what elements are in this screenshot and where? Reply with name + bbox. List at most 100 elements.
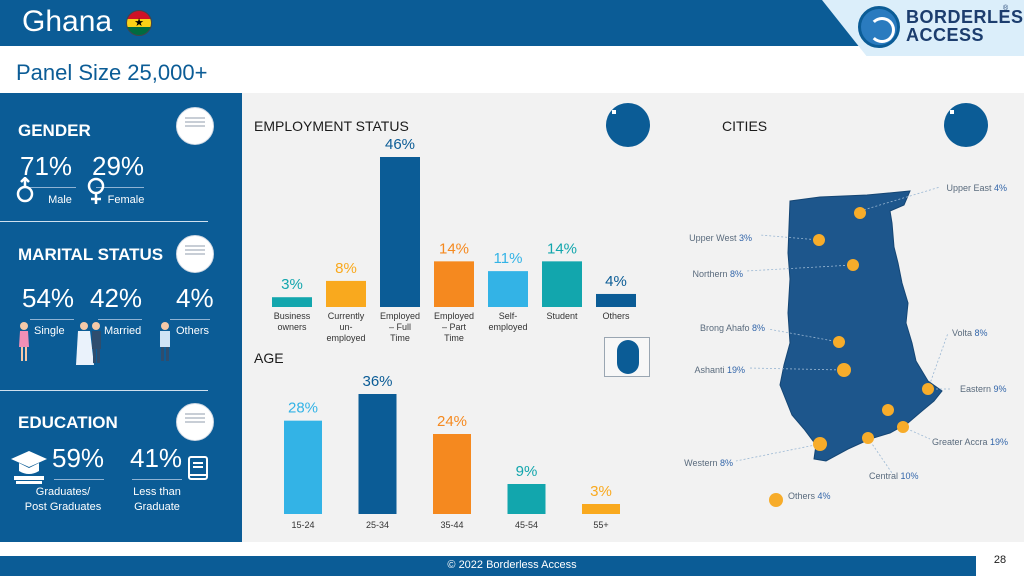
cities-heading: CITIES — [722, 118, 768, 134]
employment-bar — [380, 157, 420, 307]
city-marker — [897, 421, 909, 433]
city-leader-line — [927, 332, 949, 390]
ghana-map: Upper East 4% Upper West 3% Northern 8% Bro… — [684, 183, 1008, 507]
demographics-panel: GENDER 71% 29% Male Female MARITAL STATU… — [0, 93, 242, 542]
employment-category-label: Employed — [380, 311, 420, 321]
employment-category-label: Business — [274, 311, 311, 321]
female-symbol-icon — [87, 177, 105, 204]
city-label: Eastern 9% — [960, 384, 1007, 394]
city-label: Upper East 4% — [946, 183, 1007, 193]
employment-status-heading: EMPLOYMENT STATUS — [254, 118, 409, 134]
employment-category-label: – Full — [389, 322, 411, 332]
employment-value-label: 14% — [547, 240, 577, 257]
city-leader-line — [767, 328, 840, 343]
city-leader-line — [735, 443, 821, 462]
employment-category-label: Self- — [499, 311, 518, 321]
single-underline — [30, 319, 74, 320]
employment-category-label: Currently — [328, 311, 365, 321]
employment-category-label: Employed — [434, 311, 474, 321]
city-marker — [769, 493, 783, 507]
city-label: Central 10% — [869, 471, 919, 481]
city-label: Northern 8% — [692, 269, 743, 279]
employment-bar — [434, 261, 474, 307]
charts-area: EMPLOYMENT STATUS CITIES AGE 3% Business o… — [242, 93, 1024, 542]
employment-bar — [272, 297, 312, 307]
male-underline — [24, 187, 76, 188]
age-value-label: 3% — [590, 483, 612, 500]
education-heading: EDUCATION — [18, 413, 118, 432]
page-number: 28 — [976, 550, 1024, 576]
graduates-underline — [54, 479, 104, 480]
age-value-label: 9% — [516, 463, 538, 480]
age-value-label: 24% — [437, 413, 467, 430]
age-bar — [582, 504, 620, 514]
city-label: Upper West 3% — [689, 233, 752, 243]
city-marker — [837, 363, 851, 377]
education-chart-thumbnail[interactable] — [176, 403, 214, 441]
woman-icon — [19, 322, 29, 361]
married-underline — [98, 319, 142, 320]
city-marker — [922, 383, 934, 395]
age-category-label: 25-34 — [366, 520, 389, 530]
city-label: Others 4% — [788, 491, 831, 501]
city-marker — [847, 259, 859, 271]
employment-category-label: owners — [277, 322, 307, 332]
age-bar — [358, 394, 397, 514]
male-symbol-icon — [16, 177, 34, 203]
city-label: Western 8% — [684, 458, 733, 468]
city-label: Volta 8% — [952, 328, 988, 338]
others-marital-label: Others — [176, 325, 210, 337]
employment-category-label: employed — [488, 322, 527, 332]
page-title: Ghana — [22, 5, 113, 38]
city-marker — [882, 404, 894, 416]
city-leader-line — [747, 367, 845, 371]
employment-bar — [596, 293, 636, 307]
employment-value-label: 14% — [439, 240, 469, 257]
copyright-text: © 2022 Borderless Access — [447, 559, 577, 571]
female-label: Female — [107, 194, 145, 206]
age-chart-thumbnail[interactable] — [604, 337, 650, 377]
registered-mark: ® — [1003, 5, 1009, 12]
book-icon — [188, 456, 208, 480]
employment-category-label: Time — [390, 333, 410, 343]
cities-info-button[interactable] — [944, 103, 988, 147]
single-label: Single — [34, 325, 65, 337]
man-icon — [160, 322, 170, 361]
borderless-access-logo-icon — [858, 6, 900, 48]
age-value-label: 36% — [362, 373, 392, 390]
age-bar — [507, 484, 546, 514]
city-marker — [813, 437, 827, 451]
age-heading: AGE — [254, 350, 284, 366]
age-category-label: 45-54 — [515, 520, 538, 530]
city-leader-line — [867, 437, 893, 474]
male-percent: 71% — [20, 151, 73, 181]
age-category-label: 55+ — [593, 520, 608, 530]
marital-status-heading: MARITAL STATUS — [18, 245, 164, 264]
less-than-graduate-percent: 41% — [130, 443, 183, 473]
couple-icon — [76, 322, 101, 365]
less-than-graduate-underline — [132, 479, 182, 480]
employment-value-label: 4% — [605, 273, 627, 290]
female-underline — [96, 187, 144, 188]
employment-value-label: 8% — [335, 260, 357, 277]
others-underline — [170, 319, 210, 320]
employment-info-button[interactable] — [606, 103, 650, 147]
employment-category-label: Student — [546, 311, 578, 321]
city-label: Brong Ahafo 8% — [700, 323, 765, 333]
gender-heading: GENDER — [18, 121, 91, 140]
city-marker — [862, 432, 874, 444]
ghana-map-shape — [779, 190, 943, 462]
city-leader-line — [745, 264, 854, 272]
marital-chart-thumbnail[interactable] — [176, 235, 214, 273]
employment-bar — [326, 280, 366, 307]
city-leader-line — [859, 186, 941, 212]
city-marker — [854, 207, 866, 219]
employment-category-label: Time — [444, 333, 464, 343]
gender-chart-thumbnail[interactable] — [176, 107, 214, 145]
single-percent: 54% — [22, 283, 75, 313]
logo-text: BORDERLESS ACCESS — [906, 7, 1024, 45]
age-category-label: 35-44 — [440, 520, 463, 530]
employment-bar — [542, 261, 582, 307]
panel-size: Panel Size 25,000+ — [16, 60, 208, 85]
